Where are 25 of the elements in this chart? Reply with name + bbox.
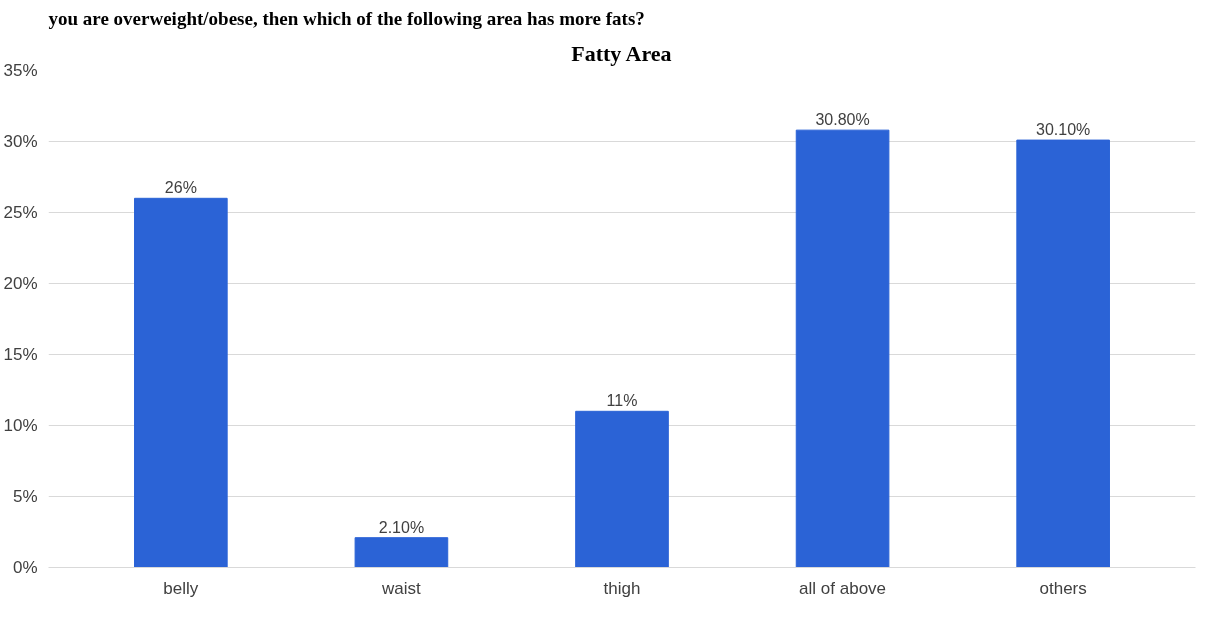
y-tick-label: 5% (12, 487, 38, 506)
data-label: 30.10% (1036, 121, 1091, 139)
chart-title: Fatty Area (571, 40, 672, 66)
data-label: 26% (164, 179, 197, 197)
bar (354, 537, 449, 568)
text: you are overweight/obese, then which of the following area has more fats? (48, 7, 645, 29)
x-tick-label: all of above (799, 578, 887, 598)
y-tick-label: 30% (3, 132, 38, 151)
bar (134, 197, 228, 568)
x-tick-label: thigh (603, 578, 641, 598)
x-tick-label: waist (381, 578, 422, 598)
bar (1016, 139, 1110, 568)
data-label: 2.10% (378, 518, 425, 536)
y-tick-label: 15% (3, 345, 38, 364)
y-tick-label: 25% (3, 203, 38, 222)
data-label: 30.80% (815, 111, 870, 129)
bar (795, 129, 890, 568)
y-tick-label: 10% (3, 416, 38, 435)
x-tick-label: belly (163, 578, 199, 598)
y-tick-label: 35% (3, 61, 38, 80)
y-tick-label: 20% (3, 274, 38, 293)
bar (575, 410, 669, 568)
x-tick-label: others (1039, 578, 1087, 598)
data-label: 11% (606, 392, 638, 410)
y-tick-label: 0% (12, 558, 38, 577)
